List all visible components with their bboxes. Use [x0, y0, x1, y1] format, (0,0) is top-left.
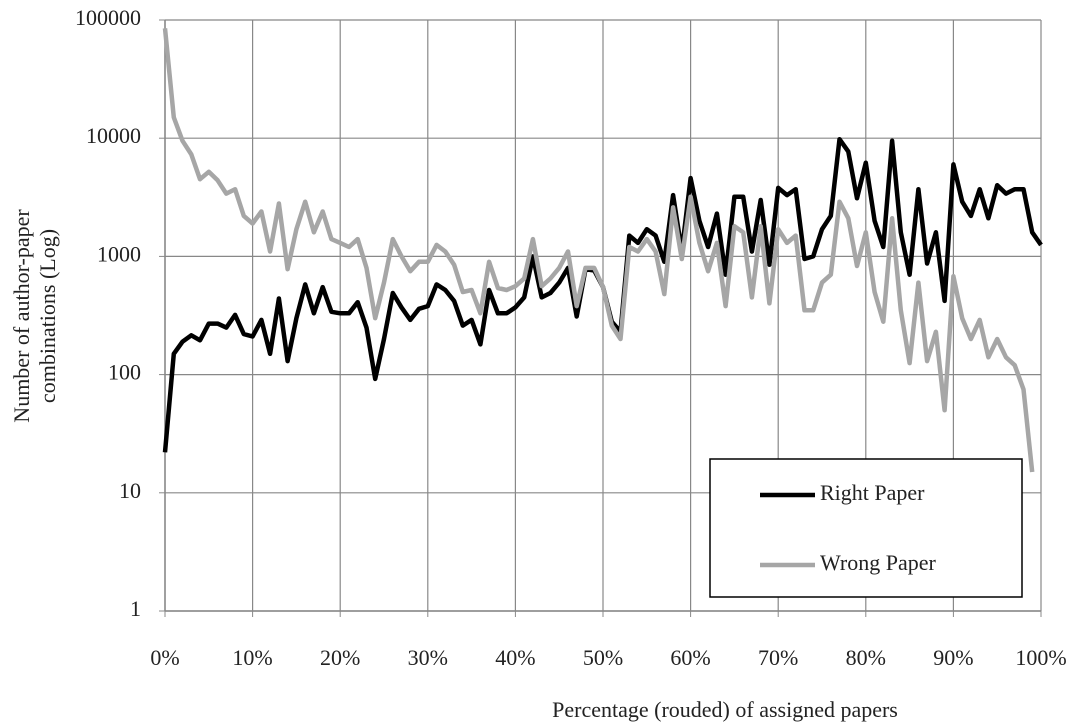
x-tick-label: 0%: [150, 645, 179, 670]
y-tick-label: 1: [130, 596, 141, 621]
y-tick-label: 1000: [97, 241, 141, 266]
legend-label: Right Paper: [820, 480, 925, 505]
x-tick-label: 80%: [846, 645, 886, 670]
x-tick-label: 90%: [933, 645, 973, 670]
legend-label: Wrong Paper: [820, 550, 936, 575]
x-tick-label: 60%: [670, 645, 710, 670]
y-tick-label: 100: [108, 360, 141, 385]
x-tick-label: 30%: [408, 645, 448, 670]
x-tick-label: 100%: [1015, 645, 1066, 670]
y-tick-label: 10: [119, 478, 141, 503]
legend-box: [709, 458, 1023, 598]
y-axis-label: Number of author-paper: [9, 209, 34, 423]
y-tick-label: 10000: [86, 123, 141, 148]
y-axis-label: combinations (Log): [35, 229, 60, 403]
x-tick-label: 10%: [232, 645, 272, 670]
y-tick-label: 100000: [75, 5, 141, 30]
x-tick-label: 40%: [495, 645, 535, 670]
x-tick-label: 70%: [758, 645, 798, 670]
line-series: [162, 28, 1035, 473]
x-axis-label: Percentage (rouded) of assigned papers: [552, 697, 898, 722]
x-tick-label: 20%: [320, 645, 360, 670]
x-tick-label: 50%: [583, 645, 623, 670]
